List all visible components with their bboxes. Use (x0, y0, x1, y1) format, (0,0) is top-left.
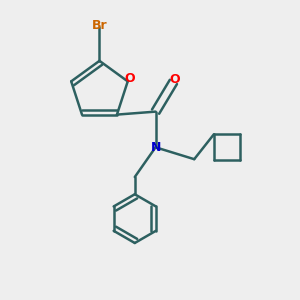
Text: O: O (125, 72, 135, 85)
Text: N: N (150, 141, 161, 154)
Text: Br: Br (92, 19, 107, 32)
Text: O: O (169, 73, 180, 86)
